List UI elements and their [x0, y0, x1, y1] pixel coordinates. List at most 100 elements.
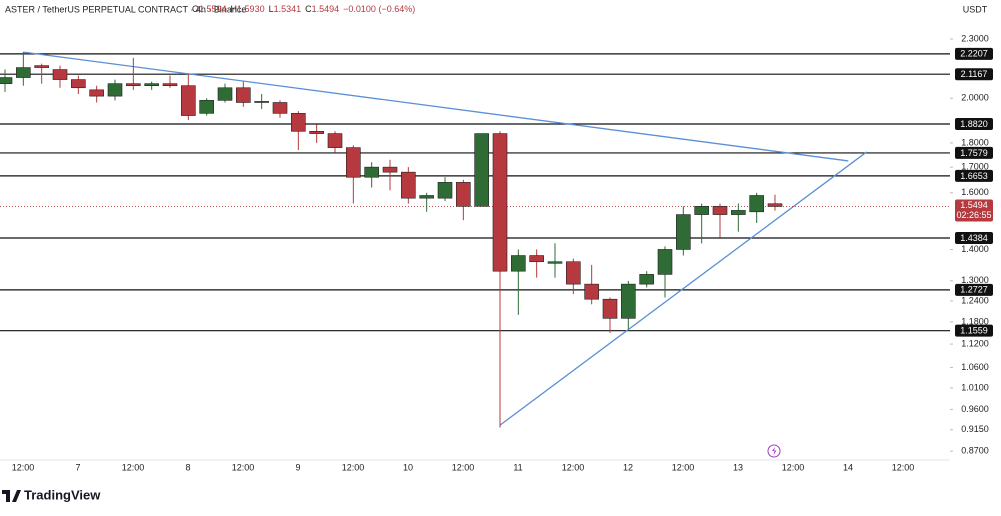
- x-tick-label: 12:00: [892, 462, 915, 472]
- y-tick-label: 0.8700: [961, 446, 989, 456]
- ohlc-key: C: [305, 4, 312, 14]
- x-tick-label: 13: [733, 462, 743, 472]
- candle-body: [511, 255, 526, 272]
- x-tick-label: 12:00: [452, 462, 475, 472]
- candle-body: [657, 249, 673, 275]
- level-label: 1.4384: [960, 233, 988, 243]
- candle-body: [566, 261, 581, 285]
- x-tick-label: 9: [295, 462, 300, 472]
- level-tag: [955, 169, 993, 182]
- candle-body: [89, 89, 104, 97]
- candle-body: [16, 67, 31, 78]
- candle-body: [327, 133, 343, 148]
- chart-title: ASTER / TetherUS PERPETUAL CONTRACT · 4h…: [5, 4, 246, 14]
- y-tick-label: 1.6000: [961, 187, 989, 197]
- ohlc-value: 1.5930: [237, 4, 265, 14]
- candle-body: [34, 65, 49, 68]
- countdown: 02:26:55: [956, 210, 991, 220]
- brand-logo: TradingView: [2, 487, 101, 502]
- ohlc-value: 1.5594: [199, 4, 227, 14]
- x-tick-label: 8: [185, 462, 190, 472]
- candle-body: [162, 83, 178, 87]
- alert-icon: [767, 444, 781, 458]
- last-price-tag: [955, 199, 993, 222]
- candle-body: [401, 171, 416, 199]
- candle-body: [52, 69, 68, 80]
- candle-body: [529, 255, 544, 263]
- candle-body: [456, 182, 471, 207]
- y-tick-label: 1.2400: [961, 295, 989, 305]
- candle-body: [272, 102, 288, 114]
- level-label: 1.7579: [960, 148, 988, 158]
- x-tick-label: 12:00: [562, 462, 585, 472]
- change: −0.0100 (−0.64%): [343, 4, 415, 14]
- y-tick-label: 1.8000: [961, 137, 989, 147]
- candle-body: [382, 166, 398, 173]
- x-tick-label: 12:00: [672, 462, 695, 472]
- level-label: 1.1559: [960, 326, 988, 336]
- ohlc-value: 1.5341: [274, 4, 302, 14]
- x-tick-label: 12: [623, 462, 633, 472]
- y-tick-label: 0.9150: [961, 424, 989, 434]
- x-tick-label: 7: [75, 462, 80, 472]
- level-label: 2.2207: [960, 49, 988, 59]
- y-tick-label: 1.0600: [961, 362, 989, 372]
- y-tick-label: 1.7000: [961, 162, 989, 172]
- ohlc-header: O1.5594 H1.5930 L1.5341 C1.5494 −0.0100 (−0.…: [192, 4, 415, 14]
- candle-body: [254, 101, 269, 103]
- y-tick-label: 2.0000: [961, 93, 989, 103]
- candle-body: [749, 195, 764, 213]
- candle-body: [419, 195, 434, 199]
- x-tick-label: 12:00: [12, 462, 35, 472]
- candle-body: [144, 83, 159, 87]
- candle-body: [126, 83, 141, 87]
- candle-body: [621, 283, 636, 319]
- level-label: 1.2727: [960, 285, 988, 295]
- candle-body: [0, 77, 13, 84]
- level-tag: [955, 68, 993, 81]
- candle-body: [547, 261, 563, 264]
- level-label: 1.6653: [960, 171, 988, 181]
- candle-body: [602, 298, 618, 319]
- x-tick-label: 12:00: [342, 462, 365, 472]
- y-tick-label: 1.1800: [961, 316, 989, 326]
- candle-body: [71, 79, 86, 89]
- level-tag: [955, 146, 993, 159]
- candle-body: [584, 283, 599, 300]
- x-tick-label: 11: [513, 462, 522, 472]
- y-tick-label: 1.3000: [961, 275, 989, 285]
- ohlc-value: 1.5494: [312, 4, 340, 14]
- x-tick-label: 14: [843, 462, 853, 472]
- candle-body: [181, 85, 196, 116]
- candle-body: [639, 274, 654, 285]
- candle-body: [437, 182, 453, 199]
- y-tick-label: 1.1200: [961, 338, 989, 348]
- candle-body: [236, 87, 251, 103]
- trend-line: [499, 151, 868, 426]
- last-price-label: 1.5494: [960, 200, 988, 210]
- candle-body: [364, 166, 379, 178]
- candle-body: [731, 210, 746, 215]
- x-tick-label: 12:00: [782, 462, 805, 472]
- y-tick-label: 1.0100: [961, 382, 989, 392]
- level-tag: [955, 283, 993, 296]
- x-tick-label: 10: [403, 462, 413, 472]
- y-tick-label: 0.9600: [961, 404, 989, 414]
- level-tag: [955, 231, 993, 244]
- y-tick-label: 2.3000: [961, 33, 989, 43]
- trend-line: [23, 51, 849, 162]
- ohlc-key: L: [269, 4, 274, 14]
- candle-body: [474, 133, 489, 207]
- currency: USDT: [963, 4, 988, 14]
- candle-body: [492, 133, 508, 272]
- level-tag: [955, 47, 993, 60]
- level-tag: [955, 118, 993, 131]
- candle-body: [712, 205, 728, 215]
- candle-body: [767, 203, 783, 207]
- candle-body: [217, 87, 233, 101]
- brand: TradingView: [24, 487, 101, 502]
- level-label: 2.1167: [961, 69, 988, 79]
- level-tag: [955, 324, 993, 337]
- ohlc-key: O: [192, 4, 199, 14]
